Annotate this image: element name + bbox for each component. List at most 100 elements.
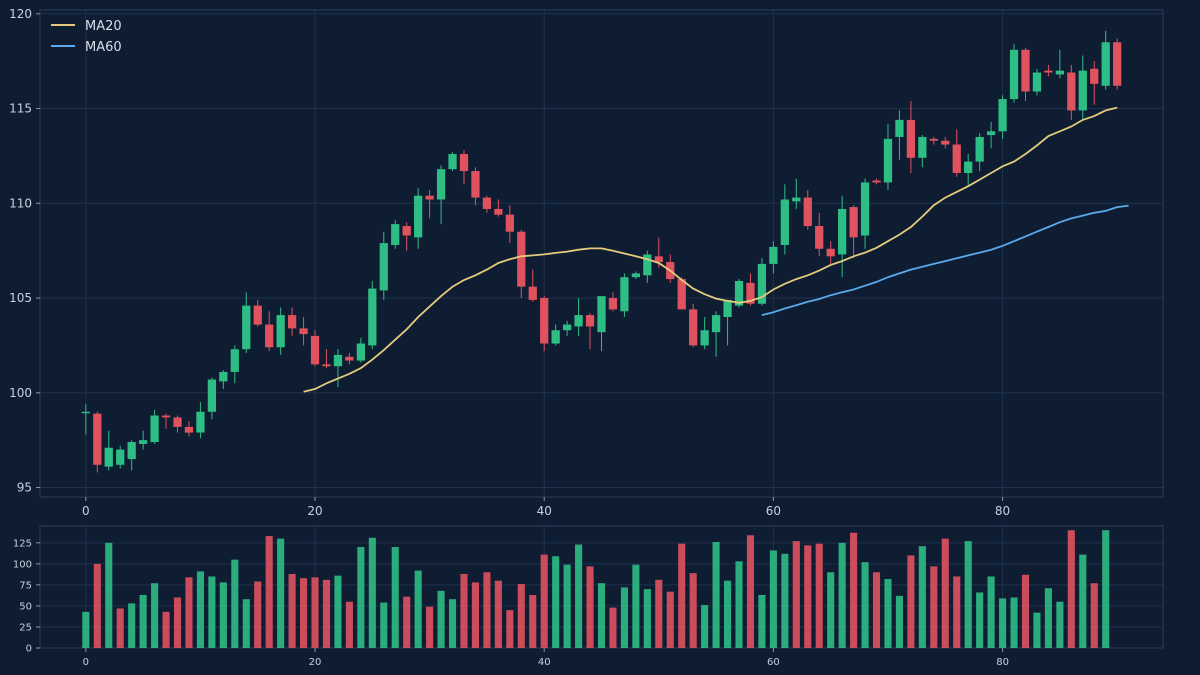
volume-bar	[586, 566, 594, 648]
price-x-tick-label: 40	[537, 504, 552, 518]
volume-bar	[483, 572, 491, 648]
volume-bar	[712, 541, 720, 648]
volume-bar	[1102, 530, 1110, 648]
candle-body	[757, 263, 767, 304]
candle-body	[276, 315, 285, 348]
candle-body	[643, 254, 652, 276]
candle-body	[1044, 70, 1053, 73]
volume-bar	[1044, 588, 1052, 648]
candle-body	[1032, 72, 1042, 92]
candle-body	[196, 411, 205, 433]
volume-bar	[678, 543, 686, 648]
volume-bar	[1033, 612, 1041, 648]
candle-body	[952, 144, 961, 173]
candle-body	[116, 449, 125, 465]
candle-body	[230, 349, 239, 372]
volume-panel: 0 25 50 75 100 125 0 20 40 60 80	[13, 525, 1164, 668]
candle-body	[734, 280, 744, 306]
candle-body	[81, 411, 90, 414]
price-x-axis: 0 20 40 60 80	[82, 497, 1010, 518]
candle-body	[345, 356, 354, 361]
volume-bars-group	[82, 530, 1110, 648]
candle-body	[792, 197, 801, 202]
candle-body	[700, 330, 709, 346]
candle-body	[139, 440, 148, 444]
candle-body	[975, 136, 984, 162]
candle-body	[425, 195, 434, 200]
volume-bar	[575, 544, 583, 648]
volume-bar	[460, 573, 468, 648]
legend-ma20-label: MA20	[85, 19, 122, 34]
candle-body	[585, 315, 595, 327]
volume-bar	[861, 562, 869, 648]
volume-bar	[552, 556, 560, 648]
volume-x-tick-label: 80	[996, 657, 1009, 668]
candle-body	[414, 195, 423, 238]
volume-y-tick-label: 75	[19, 580, 32, 591]
volume-bar	[185, 577, 193, 648]
volume-bar	[265, 536, 273, 648]
volume-bar	[563, 564, 571, 648]
candle-body	[838, 208, 847, 255]
candle-body	[1055, 70, 1064, 75]
candle-body	[906, 119, 916, 158]
volume-bar	[254, 581, 262, 648]
candle-body	[780, 199, 789, 245]
volume-bar	[655, 579, 663, 648]
price-x-tick-label: 20	[307, 504, 322, 518]
volume-bar	[930, 566, 938, 648]
volume-bar	[357, 547, 365, 648]
candle-body	[929, 138, 938, 141]
volume-bar	[322, 579, 331, 648]
candle-body	[448, 154, 457, 170]
volume-bar	[128, 603, 136, 648]
candle-body	[769, 246, 778, 264]
volume-bar	[529, 594, 537, 648]
candle-body	[482, 197, 492, 209]
volume-bar	[334, 575, 342, 648]
volume-bar	[597, 583, 606, 648]
price-panel: 95 100 105 110 115 120 0 20 40 60 80 MA20 MA60	[9, 7, 1164, 518]
candle-body	[998, 99, 1007, 132]
candle-body	[104, 447, 113, 467]
volume-bar	[1021, 574, 1030, 648]
candle-body	[540, 298, 549, 344]
candle-body	[322, 364, 331, 367]
candle-body	[402, 226, 411, 236]
volume-x-axis: 0 20 40 60 80	[83, 648, 1009, 668]
volume-bar	[540, 554, 548, 648]
volume-bar	[414, 570, 422, 648]
candle-body	[723, 299, 732, 317]
volume-y-tick-label: 100	[13, 559, 32, 570]
price-y-tick-label: 95	[17, 481, 32, 495]
candle-body	[242, 305, 251, 350]
candle-body	[1090, 68, 1099, 84]
volume-bar	[471, 582, 480, 648]
ma20-line	[303, 106, 1118, 393]
candle-body	[711, 315, 721, 333]
volume-bar	[300, 578, 308, 648]
price-y-tick-label: 100	[9, 386, 32, 400]
volume-bar	[82, 611, 90, 648]
volume-bar	[277, 538, 285, 648]
candle-body	[986, 131, 996, 136]
candle-body	[608, 298, 618, 310]
price-y-tick-label: 110	[9, 196, 32, 210]
volume-bar	[735, 561, 743, 648]
volume-bar	[426, 606, 434, 648]
volume-bar	[517, 584, 525, 648]
price-plot-frame	[39, 9, 1164, 498]
candle-body	[815, 226, 824, 249]
candle-body	[459, 154, 469, 172]
candle-body	[471, 171, 480, 198]
volume-bar	[964, 541, 972, 648]
candle-body	[574, 315, 583, 327]
candle-body	[184, 426, 194, 433]
price-x-tick-label: 80	[995, 504, 1010, 518]
candle-body	[849, 207, 858, 238]
candle-body	[620, 277, 629, 312]
candle-body	[872, 180, 881, 183]
candle-body	[1113, 42, 1122, 86]
candle-body	[1021, 49, 1030, 92]
